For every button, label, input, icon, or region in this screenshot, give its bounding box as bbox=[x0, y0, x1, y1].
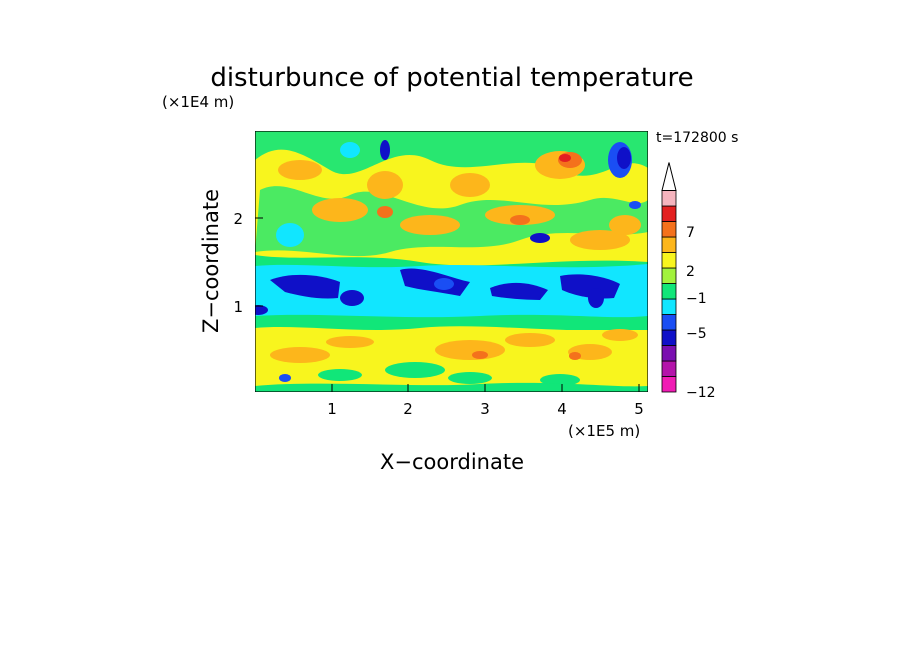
colorbar-tick-label: −12 bbox=[686, 385, 716, 401]
colorbar-segment bbox=[661, 283, 677, 300]
x-tick-label: 4 bbox=[557, 400, 567, 418]
time-label: t=172800 s bbox=[656, 130, 738, 146]
middle-band bbox=[255, 264, 648, 330]
y-unit-label: (×1E4 m) bbox=[162, 93, 234, 111]
x-tick-label: 1 bbox=[327, 400, 337, 418]
colorbar-segment bbox=[661, 298, 677, 315]
y-axis: 1 2 Z−coordinate bbox=[199, 189, 263, 333]
colorbar: 7 2 −1 −5 −12 bbox=[661, 162, 716, 401]
chart-title: disturbunce of potential temperature bbox=[210, 63, 693, 93]
colorbar-extend-arrow bbox=[661, 162, 677, 191]
y-axis-title: Z−coordinate bbox=[199, 189, 223, 333]
colorbar-tick-label: 2 bbox=[686, 264, 695, 280]
x-axis-title: X−coordinate bbox=[380, 450, 524, 474]
colorbar-segment bbox=[661, 345, 677, 362]
colorbar-segment bbox=[661, 205, 677, 222]
x-axis: 1 2 3 4 5 (×1E5 m) X−coordinate bbox=[327, 384, 644, 474]
y-tick-label: 2 bbox=[233, 210, 243, 228]
x-tick-label: 3 bbox=[480, 400, 490, 418]
colorbar-segment bbox=[661, 329, 677, 346]
colorbar-segment bbox=[661, 360, 677, 377]
colorbar-segment bbox=[661, 221, 677, 238]
colorbar-segment bbox=[661, 267, 677, 284]
upper-region bbox=[255, 131, 648, 275]
colorbar-tick-label: −5 bbox=[686, 326, 707, 342]
colorbar-segment bbox=[661, 314, 677, 331]
colorbar-segment bbox=[661, 252, 677, 269]
contour-field bbox=[255, 131, 648, 392]
colorbar-tick-label: 7 bbox=[686, 225, 695, 241]
colorbar-segment bbox=[661, 190, 677, 207]
colorbar-segment bbox=[661, 376, 677, 393]
x-tick-label: 2 bbox=[403, 400, 413, 418]
y-tick-label: 1 bbox=[233, 298, 243, 316]
colorbar-tick-label: −1 bbox=[686, 291, 707, 307]
x-unit-label: (×1E5 m) bbox=[568, 422, 640, 440]
x-tick-label: 5 bbox=[634, 400, 644, 418]
colorbar-segment bbox=[661, 236, 677, 253]
lower-region bbox=[255, 326, 648, 392]
